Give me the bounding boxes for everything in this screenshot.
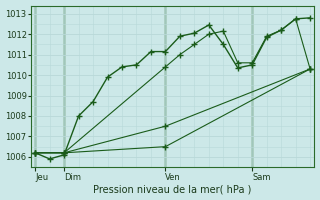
X-axis label: Pression niveau de la mer( hPa ): Pression niveau de la mer( hPa ) [93,184,252,194]
